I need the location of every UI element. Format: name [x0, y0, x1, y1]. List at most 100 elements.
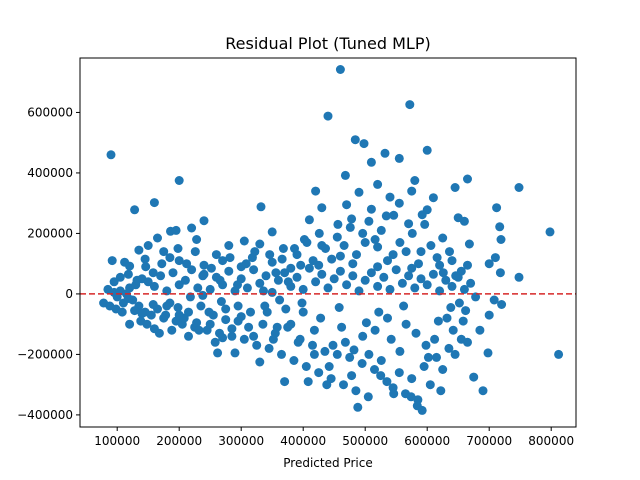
data-point	[381, 211, 391, 221]
data-point	[255, 239, 265, 249]
data-point	[342, 200, 352, 210]
x-axis-label: Predicted Price	[283, 456, 372, 470]
data-point	[140, 254, 150, 264]
data-point	[438, 268, 448, 278]
data-point	[264, 343, 274, 353]
data-point	[335, 65, 345, 74]
data-point	[278, 244, 288, 253]
data-point	[252, 340, 262, 350]
data-point	[430, 334, 440, 344]
data-point	[417, 405, 427, 415]
data-point	[353, 402, 363, 412]
data-point	[337, 322, 347, 332]
data-point	[142, 319, 152, 329]
data-point	[454, 298, 464, 308]
data-point	[422, 280, 432, 290]
data-point	[554, 349, 564, 359]
data-point	[433, 316, 443, 326]
data-point	[339, 380, 348, 390]
data-point	[357, 359, 367, 368]
data-point	[448, 325, 458, 335]
data-point	[497, 300, 507, 309]
data-point	[366, 204, 376, 214]
y-axis: −400000 −200000 0 200000 400000 600000	[17, 105, 80, 422]
data-point	[328, 340, 338, 350]
data-point	[428, 269, 438, 279]
data-point	[407, 228, 417, 238]
data-point	[332, 232, 342, 242]
y-tick-label: −400000	[17, 408, 73, 422]
data-point	[317, 269, 327, 279]
data-point	[165, 253, 175, 263]
data-point	[187, 265, 197, 275]
data-point	[196, 301, 206, 311]
data-point	[489, 295, 499, 305]
data-point	[149, 281, 159, 291]
data-point	[428, 193, 438, 203]
data-point	[445, 247, 454, 257]
data-point	[106, 150, 116, 160]
data-point	[303, 377, 313, 387]
data-point	[171, 225, 181, 235]
data-point	[394, 368, 404, 378]
data-point	[374, 307, 384, 317]
data-point	[156, 271, 166, 281]
data-point	[241, 259, 251, 269]
x-tick-label: 100000	[94, 434, 140, 448]
data-point	[117, 307, 127, 317]
data-point	[268, 334, 278, 344]
data-point	[495, 222, 505, 232]
data-point	[324, 362, 334, 371]
data-point	[280, 268, 290, 278]
data-point	[432, 253, 442, 263]
data-point	[450, 349, 460, 359]
data-point	[260, 301, 270, 311]
data-point	[249, 331, 259, 341]
data-point	[174, 280, 184, 290]
data-point	[286, 263, 296, 273]
data-point	[463, 260, 472, 270]
data-point	[407, 263, 417, 273]
data-point	[314, 368, 324, 378]
y-tick-label: 200000	[27, 226, 73, 240]
data-point	[293, 337, 303, 347]
chart-title: Residual Plot (Tuned MLP)	[225, 34, 430, 53]
data-point	[466, 278, 476, 288]
data-point	[435, 260, 445, 270]
y-tick-label: −200000	[17, 347, 73, 361]
data-point	[438, 233, 448, 243]
data-point	[382, 377, 392, 387]
data-point	[173, 244, 183, 253]
data-point	[370, 365, 379, 374]
data-point	[366, 157, 376, 167]
data-point	[394, 153, 404, 163]
data-point	[358, 331, 368, 341]
data-point	[399, 301, 409, 311]
data-point	[115, 272, 125, 282]
data-point	[417, 210, 427, 220]
data-point	[221, 315, 231, 325]
data-point	[323, 111, 333, 121]
x-tick-label: 300000	[218, 434, 264, 448]
data-point	[404, 219, 414, 229]
data-point	[224, 241, 234, 250]
data-point	[168, 268, 178, 278]
data-point	[236, 312, 246, 322]
data-point	[354, 187, 364, 197]
data-point	[401, 247, 411, 257]
data-point	[148, 300, 158, 309]
data-point	[406, 392, 416, 402]
data-point	[447, 256, 457, 266]
data-point	[361, 318, 371, 328]
data-point	[414, 259, 423, 269]
data-point	[423, 352, 433, 362]
data-point	[411, 328, 421, 338]
data-point	[314, 228, 324, 238]
data-point	[451, 271, 461, 281]
data-point	[420, 219, 430, 229]
data-point	[221, 304, 231, 314]
data-point	[347, 371, 357, 381]
data-point	[230, 348, 240, 358]
data-point	[311, 186, 321, 196]
